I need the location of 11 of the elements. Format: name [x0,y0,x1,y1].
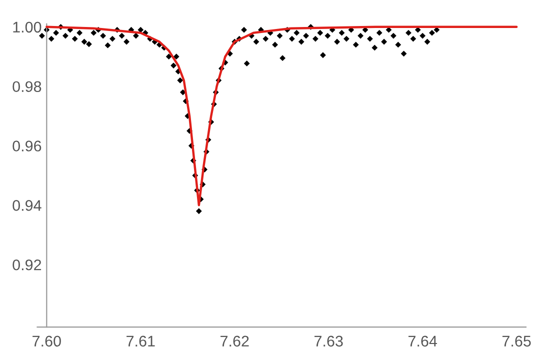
y-tick-label: 0.98 [12,81,42,92]
y-tick-label: 0.94 [12,200,42,211]
x-tick-label: 7.64 [408,336,438,347]
y-tick-label: 0.96 [12,140,42,152]
x-tick-label: 7.62 [220,336,249,347]
x-tick-label: 7.65 [502,336,531,347]
x-tick-label: 7.60 [32,336,61,347]
x-tick-label: 7.61 [126,336,155,347]
y-tick-label: 0.92 [12,259,42,270]
x-tick-label: 7.63 [314,336,343,347]
y-tick-label: 1.00 [13,22,42,33]
